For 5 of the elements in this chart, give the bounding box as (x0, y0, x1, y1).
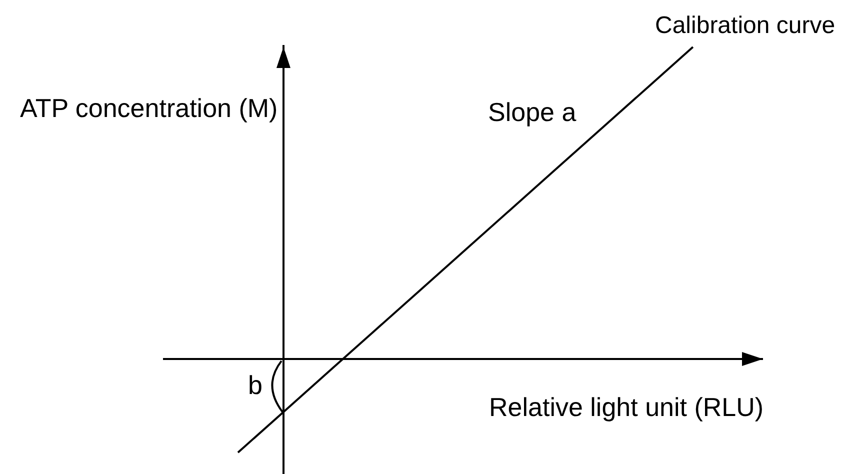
series-label: Calibration curve (655, 12, 836, 39)
y-axis-title: ATP concentration (M) (20, 93, 278, 123)
annotation: b (248, 370, 262, 400)
annotation: Slope a (488, 97, 577, 127)
x-axis-title: Relative light unit (RLU) (489, 392, 764, 422)
